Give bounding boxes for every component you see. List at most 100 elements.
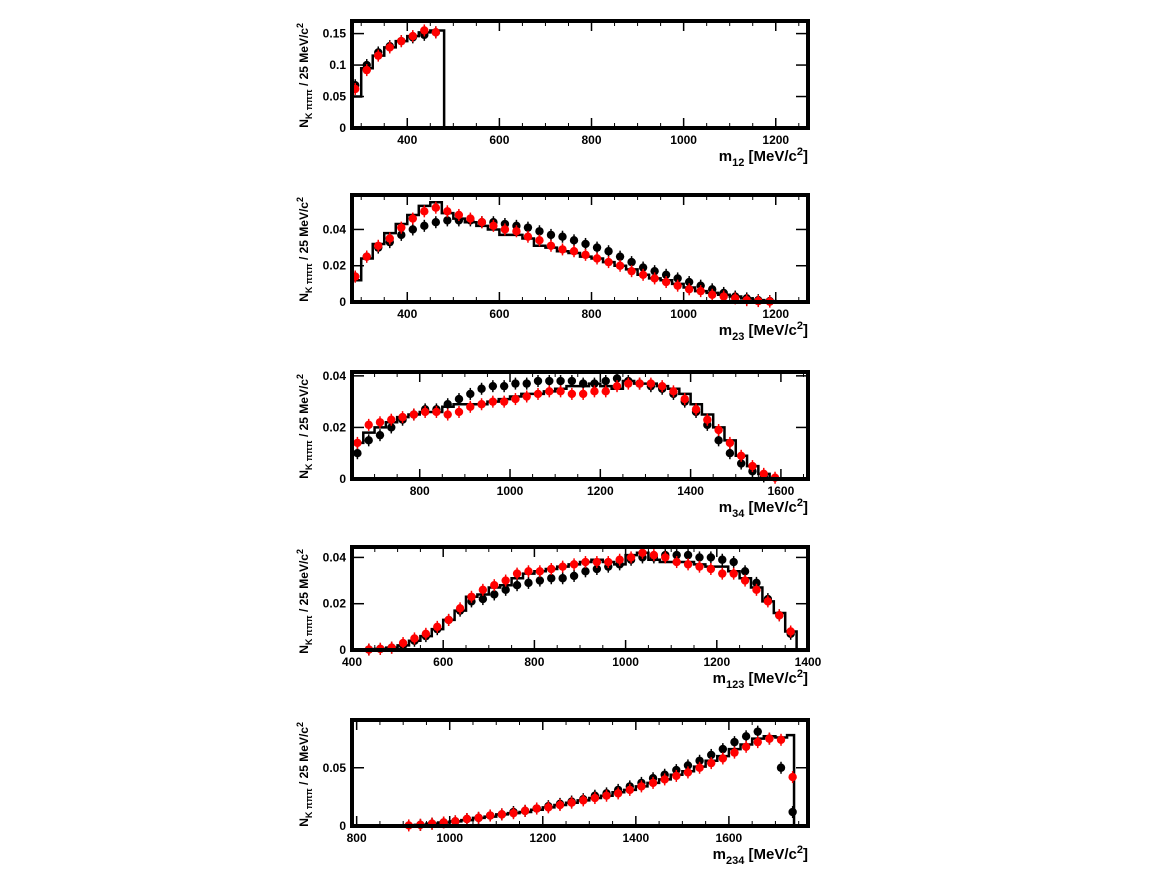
data-point: [592, 254, 602, 263]
data-point: [638, 548, 647, 557]
data-point: [615, 252, 625, 261]
series-red-points: [353, 377, 780, 484]
data-point: [604, 247, 613, 256]
y-axis-title-subscript: K πππ: [304, 440, 314, 470]
y-axis-title-superscript: 2: [295, 197, 305, 202]
histogram-step-line: [350, 201, 789, 303]
data-point: [497, 810, 507, 819]
data-point: [558, 574, 567, 583]
series-black-points: [416, 725, 797, 831]
data-point: [488, 397, 498, 406]
y-axis-title: NK πππ / 25 MeV/c2: [295, 549, 314, 654]
data-point: [650, 266, 659, 276]
data-point: [718, 754, 728, 763]
data-point: [569, 236, 579, 245]
data-point: [443, 216, 452, 225]
data-point: [627, 266, 636, 276]
data-point: [466, 389, 475, 399]
data-point: [558, 245, 567, 254]
y-axis-title-superscript: 2: [295, 549, 305, 554]
x-axis-title-main: m: [713, 846, 726, 863]
data-point: [788, 772, 797, 782]
data-point: [362, 65, 371, 75]
data-point: [431, 203, 441, 212]
series-red-points: [364, 546, 795, 656]
data-point: [547, 564, 556, 574]
data-point: [602, 791, 611, 800]
data-point: [707, 758, 716, 768]
data-point: [581, 250, 590, 260]
data-point: [729, 557, 738, 567]
data-point: [443, 410, 452, 419]
data-point: [684, 277, 694, 287]
x-axis-title-subscript: 123: [726, 679, 744, 691]
x-tick-label: 1200: [529, 831, 556, 845]
x-axis-title-close: ]: [803, 846, 808, 863]
data-point: [485, 811, 495, 820]
data-point: [556, 376, 565, 386]
data-point: [707, 750, 716, 760]
data-point: [691, 405, 701, 414]
data-point: [488, 381, 498, 391]
y-tick-label: 0.05: [323, 90, 347, 104]
data-point: [657, 381, 667, 391]
data-point: [775, 611, 784, 620]
data-point: [661, 277, 671, 287]
series-red-points: [404, 732, 797, 832]
data-point: [763, 597, 773, 606]
y-tick-label: 0: [339, 472, 346, 486]
data-point: [592, 564, 602, 574]
data-point: [753, 737, 762, 747]
x-axis-title-main: m: [719, 499, 732, 516]
data-point: [613, 789, 623, 798]
data-point: [444, 615, 453, 625]
y-axis-title: NK πππ / 25 MeV/c2: [295, 374, 314, 479]
y-axis-title-main: N: [297, 818, 311, 827]
data-point: [546, 230, 556, 240]
data-point: [535, 567, 545, 576]
data-point: [467, 592, 476, 601]
x-tick-label: 1600: [716, 831, 743, 845]
y-tick-label: 0.04: [323, 222, 347, 236]
data-point: [725, 449, 735, 458]
data-point: [718, 744, 728, 754]
data-point: [524, 578, 533, 588]
data-point: [477, 400, 486, 409]
data-point: [590, 387, 599, 396]
data-point: [397, 223, 406, 232]
data-point: [569, 571, 579, 581]
data-point: [673, 274, 682, 283]
data-point: [490, 590, 499, 599]
data-point: [478, 585, 488, 595]
data-point: [714, 436, 723, 445]
data-point: [420, 207, 429, 216]
x-axis-title-close: ]: [803, 499, 808, 516]
data-point: [408, 214, 417, 223]
data-point: [499, 381, 509, 391]
x-tick-label: 400: [397, 307, 417, 321]
histogram-step-line: [352, 733, 796, 828]
data-point: [661, 553, 670, 562]
data-point: [567, 376, 577, 386]
data-point: [604, 257, 613, 267]
data-point: [443, 400, 452, 409]
data-point: [512, 569, 522, 578]
y-axis-title-main: N: [297, 119, 311, 128]
data-point: [556, 387, 565, 396]
data-point: [707, 290, 717, 299]
data-point: [490, 580, 499, 590]
x-axis-title-subscript: 34: [732, 508, 745, 520]
data-point: [695, 756, 704, 765]
data-point: [462, 814, 472, 824]
x-tick-label: 600: [489, 307, 509, 321]
data-point: [730, 748, 739, 757]
data-point: [477, 384, 486, 393]
data-point: [567, 798, 576, 807]
x-tick-label: 600: [489, 133, 509, 147]
data-point: [718, 555, 727, 564]
x-axis-title-unit: [MeV/c: [744, 499, 797, 516]
data-point: [730, 737, 739, 747]
data-point: [558, 232, 567, 241]
